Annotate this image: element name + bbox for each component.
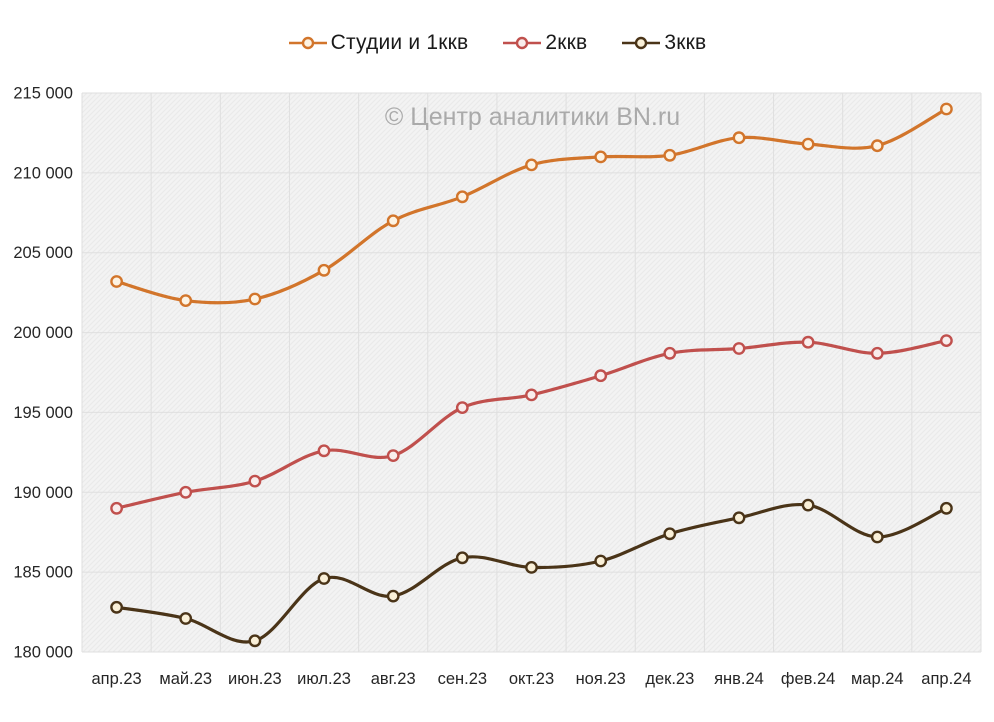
x-tick-label: мар.24 (851, 670, 904, 688)
data-point-marker (870, 139, 884, 153)
legend-item-studios-1kkv[interactable]: Студии и 1ккв (288, 31, 469, 55)
y-tick-label: 190 000 (13, 484, 73, 502)
x-tick-label: авг.23 (371, 670, 416, 688)
legend-item-3kkv[interactable]: 3ккв (621, 31, 706, 55)
x-tick-label: окт.23 (509, 670, 554, 688)
data-point-marker (801, 137, 815, 151)
legend-label: Студии и 1ккв (330, 31, 469, 54)
y-tick-label: 215 000 (13, 85, 73, 103)
data-point-marker (386, 214, 400, 228)
data-point-marker (248, 634, 262, 648)
data-point-marker (317, 572, 331, 585)
data-point-marker (801, 498, 815, 512)
data-point-marker (317, 263, 331, 277)
x-tick-label: янв.24 (714, 670, 764, 688)
legend-label: 3ккв (664, 31, 707, 54)
x-tick-label: дек.23 (645, 670, 694, 688)
data-point-marker (870, 346, 884, 360)
x-tick-label: сен.23 (438, 670, 487, 688)
data-point-marker (594, 554, 608, 568)
y-tick-label: 180 000 (13, 644, 73, 662)
data-point-marker (940, 102, 953, 116)
data-point-marker (663, 346, 677, 360)
data-point-marker (179, 485, 193, 499)
data-point-marker (455, 551, 469, 565)
y-tick-label: 195 000 (13, 404, 73, 422)
data-point-marker (317, 444, 331, 458)
data-point-marker (179, 612, 193, 625)
data-point-marker (940, 501, 953, 515)
data-point-marker (110, 501, 124, 515)
data-point-marker (110, 600, 124, 614)
x-tick-label: апр.23 (91, 670, 141, 688)
x-tick-label: июл.23 (297, 670, 351, 688)
plot-area (82, 93, 981, 652)
data-point-marker (525, 561, 538, 574)
gridlines (81, 92, 982, 653)
data-point-marker (801, 335, 815, 349)
series-2 (110, 334, 953, 515)
data-point-marker (179, 294, 193, 307)
data-point-marker (732, 131, 746, 145)
data-point-marker (455, 190, 469, 204)
data-point-marker (386, 589, 400, 603)
data-point-marker (110, 275, 124, 288)
data-point-marker (594, 369, 608, 383)
legend-marker-line-circle-icon (288, 36, 327, 50)
legend-item-2kkv[interactable]: 2ккв (502, 31, 587, 55)
y-axis-labels: 180 000 185 000 190 000 195 000 200 000 205 0… (13, 85, 73, 662)
series-1 (110, 102, 953, 307)
x-tick-label: май.23 (159, 670, 212, 688)
data-point-marker (732, 342, 746, 355)
x-axis-labels: апр.23 май.23 июн.23 июл.23 авг.23 сен.23 окт.… (91, 670, 971, 688)
chart-legend: Студии и 1ккв 2ккв 3ккв (0, 28, 994, 58)
legend-marker-line-circle-icon (622, 36, 661, 50)
data-point-marker (525, 158, 538, 172)
x-tick-label: ноя.23 (576, 670, 626, 688)
data-point-marker (940, 334, 953, 347)
x-tick-label: фев.24 (781, 670, 835, 688)
data-point-marker (732, 511, 746, 525)
data-point-marker (455, 401, 469, 414)
series-3 (110, 498, 953, 648)
legend-label: 2ккв (545, 31, 588, 54)
watermark: © Центр аналитики BN.ru (385, 103, 680, 131)
data-point-marker (525, 388, 538, 402)
data-point-marker (248, 292, 262, 306)
data-point-marker (386, 449, 400, 462)
x-tick-label: июн.23 (228, 670, 282, 688)
y-tick-label: 185 000 (13, 564, 73, 582)
data-point-marker (870, 530, 884, 544)
data-point-marker (663, 148, 677, 162)
y-tick-label: 205 000 (13, 244, 73, 262)
legend-marker-line-circle-icon (503, 36, 542, 50)
data-point-marker (594, 150, 608, 164)
y-tick-label: 210 000 (13, 164, 73, 182)
y-tick-label: 200 000 (13, 324, 73, 342)
x-tick-label: апр.24 (921, 670, 971, 688)
data-point-marker (248, 474, 262, 488)
data-point-marker (663, 527, 677, 541)
